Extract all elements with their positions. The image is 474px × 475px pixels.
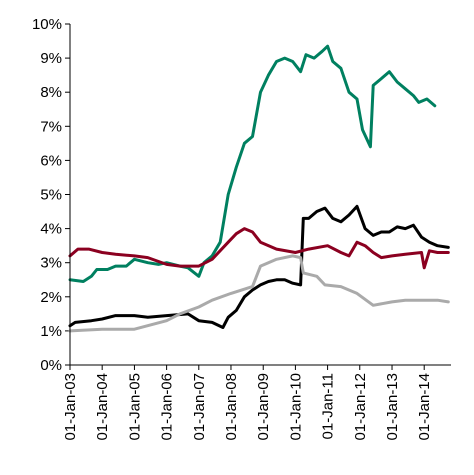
x-axis-tick-labels: 01-Jan-03 01-Jan-04 01-Jan-05 01-Jan-06 01-J… (62, 373, 433, 441)
x-tick-label: 01-Jan-03 (62, 373, 79, 441)
series-line-2 (68, 204, 450, 329)
series-line-3 (68, 227, 450, 270)
series-line-4 (68, 254, 450, 333)
y-axis-ticks (65, 23, 70, 366)
y-tick-label: 9% (40, 50, 62, 67)
y-tick-label: 2% (40, 289, 62, 306)
series-layer (68, 44, 450, 333)
x-tick-label: 01-Jan-11 (320, 373, 337, 439)
x-tick-label: 01-Jan-05 (126, 373, 143, 441)
y-tick-label: 3% (40, 255, 62, 272)
y-axis-tick-labels: 0% 1% 2% 3% 4% 5% 6% 7% 8% 9% 10% (32, 16, 62, 374)
y-tick-label: 0% (40, 357, 62, 374)
x-tick-label: 01-Jan-09 (255, 373, 272, 441)
x-tick-label: 01-Jan-12 (352, 373, 369, 441)
y-tick-label: 8% (40, 84, 62, 101)
x-tick-label: 01-Jan-04 (94, 373, 111, 441)
x-tick-label: 01-Jan-06 (159, 373, 176, 441)
x-tick-label: 01-Jan-07 (191, 373, 208, 441)
x-axis-ticks (69, 365, 425, 370)
x-tick-label: 01-Jan-13 (384, 373, 401, 441)
y-tick-label: 7% (40, 118, 62, 135)
y-tick-label: 5% (40, 187, 62, 204)
y-tick-label: 6% (40, 152, 62, 169)
x-tick-label: 01-Jan-10 (287, 373, 304, 441)
x-tick-label: 01-Jan-08 (223, 373, 240, 441)
series-line-1 (68, 44, 437, 283)
y-tick-label: 1% (40, 323, 62, 340)
y-tick-label: 10% (32, 16, 62, 33)
y-tick-label: 4% (40, 221, 62, 238)
x-tick-label: 01-Jan-14 (416, 373, 433, 441)
